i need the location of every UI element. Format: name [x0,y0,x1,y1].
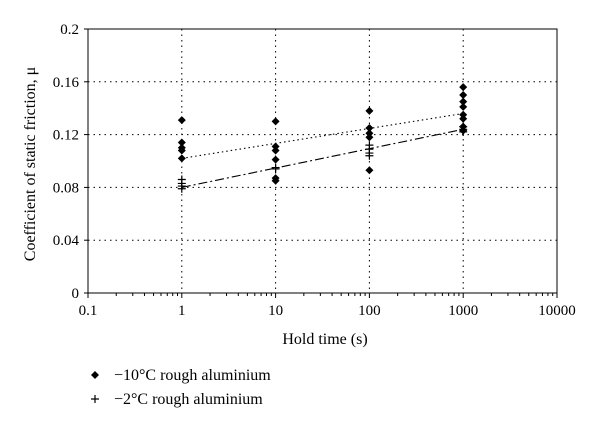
trendlines [181,112,464,188]
data-point [177,184,186,193]
data-point [459,83,468,92]
data-point [365,106,374,115]
x-tick-label: 1 [178,303,186,319]
y-tick-label: 0.08 [53,180,79,196]
data-point [271,176,280,185]
data-point [271,164,280,173]
x-tick-label: 1000 [448,303,478,319]
data-point [459,102,468,111]
legend-marker [91,395,99,403]
data-point [271,155,280,164]
y-tick-label: 0.16 [53,75,80,91]
grid [88,29,557,293]
legend-label: −2°C rough aluminium [114,391,263,408]
data-point [459,127,468,136]
y-tick-label: 0.04 [53,233,80,249]
data-markers [177,83,468,193]
data-point [271,117,280,126]
data-point [365,124,374,132]
data-point [365,151,374,160]
x-tick-label: 10000 [538,303,576,319]
trendline [181,128,464,188]
y-axis-label: Coefficient of static friction, μ [22,67,39,261]
data-point [459,114,468,123]
x-tick-label: 0.1 [79,303,98,319]
x-tick-label: 10 [268,303,283,319]
data-point [177,116,186,125]
data-point [177,146,186,155]
trendline [181,112,464,159]
y-tick-label: 0.2 [60,22,79,38]
legend: −10°C rough aluminium −2°C rough aluminiu… [91,367,271,408]
legend-marker [91,371,99,379]
data-point [177,138,186,147]
data-point [177,154,186,163]
legend-label: −10°C rough aluminium [114,367,271,384]
data-point [271,146,280,155]
x-axis-label: Hold time (s) [282,331,367,348]
y-axis: 0 0.04 0.08 0.12 0.16 0.2 [53,22,88,302]
data-point [365,166,374,175]
x-axis: 0.1 1 10 100 1000 10000 [79,293,576,319]
y-tick-label: 0.12 [53,128,79,144]
data-point [459,97,468,106]
data-point [459,91,468,99]
data-point [365,133,374,142]
y-tick-label: 0 [72,286,80,302]
plot-frame [87,28,558,294]
x-tick-label: 100 [358,303,381,319]
